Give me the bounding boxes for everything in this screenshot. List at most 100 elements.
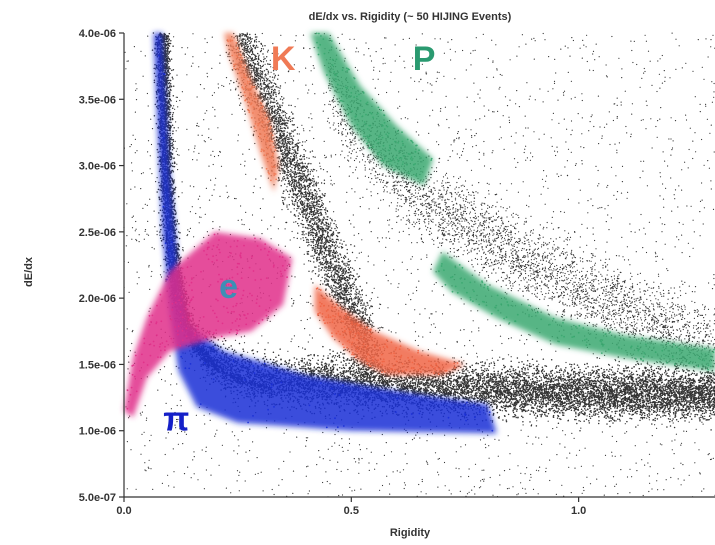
scatter-point <box>304 348 306 350</box>
scatter-point <box>467 97 468 98</box>
scatter-point <box>642 247 643 248</box>
scatter-point <box>646 442 647 443</box>
scatter-point <box>368 48 369 49</box>
scatter-point <box>395 44 396 45</box>
scatter-point <box>476 37 477 38</box>
scatter-point <box>430 83 431 84</box>
scatter-point <box>672 449 673 450</box>
scatter-point <box>659 74 660 75</box>
scatter-point <box>131 162 132 163</box>
scatter-point <box>656 428 657 429</box>
scatter-point <box>609 144 610 145</box>
scatter-point <box>358 473 359 474</box>
scatter-point <box>253 353 255 355</box>
scatter-point <box>433 187 434 188</box>
scatter-point <box>291 338 292 339</box>
scatter-point <box>396 222 397 223</box>
scatter-point <box>295 106 296 107</box>
scatter-point <box>578 179 579 180</box>
scatter-point <box>351 490 352 491</box>
scatter-point <box>404 488 405 489</box>
scatter-point <box>699 472 700 473</box>
scatter-point <box>205 214 206 215</box>
scatter-point <box>238 475 239 476</box>
scatter-point <box>689 312 690 313</box>
scatter-point <box>402 262 403 263</box>
scatter-point <box>579 399 581 401</box>
scatter-point <box>479 97 480 98</box>
scatter-point <box>278 354 280 356</box>
scatter-point <box>368 177 369 178</box>
scatter-point <box>487 359 488 360</box>
scatter-point <box>358 233 359 234</box>
scatter-point <box>206 110 207 111</box>
scatter-point <box>450 49 451 50</box>
scatter-point <box>159 231 160 232</box>
scatter-point <box>708 56 709 57</box>
scatter-point <box>617 493 618 494</box>
scatter-point <box>215 178 216 179</box>
scatter-point <box>345 58 346 59</box>
scatter-point <box>520 482 521 483</box>
scatter-point <box>274 494 275 495</box>
scatter-point <box>178 127 179 128</box>
scatter-point <box>432 110 433 111</box>
scatter-point <box>242 431 243 432</box>
scatter-point <box>560 211 561 212</box>
scatter-point <box>237 470 238 471</box>
scatter-point <box>295 366 297 368</box>
scatter-point <box>538 308 539 309</box>
scatter-point <box>325 471 326 472</box>
scatter-point <box>148 235 149 236</box>
scatter-point <box>525 488 526 489</box>
scatter-point <box>650 118 651 119</box>
scatter-point <box>199 196 200 197</box>
scatter-point <box>464 303 465 304</box>
scatter-point <box>306 157 307 158</box>
scatter-point <box>282 152 283 153</box>
scatter-point <box>470 310 471 311</box>
scatter-point <box>429 317 430 318</box>
scatter-point <box>517 465 518 466</box>
scatter-point <box>568 403 570 405</box>
scatter-point <box>284 364 285 365</box>
scatter-point <box>556 494 557 495</box>
scatter-point <box>404 67 405 68</box>
scatter-point <box>437 487 438 488</box>
scatter-point <box>146 234 147 235</box>
scatter-point <box>656 241 657 242</box>
scatter-point <box>509 120 510 121</box>
scatter-point <box>212 221 213 222</box>
scatter-point <box>192 206 193 207</box>
scatter-point <box>560 49 561 50</box>
scatter-point <box>145 204 146 205</box>
scatter-point <box>306 466 307 467</box>
scatter-point <box>129 292 130 293</box>
scatter-point <box>500 183 501 184</box>
scatter-point <box>609 259 610 260</box>
scatter-point <box>635 445 636 446</box>
scatter-point <box>306 368 308 370</box>
scatter-point <box>336 226 337 227</box>
scatter-point <box>605 417 607 419</box>
scatter-point <box>213 189 214 190</box>
scatter-point <box>670 287 671 288</box>
scatter-point <box>186 129 187 130</box>
scatter-point <box>511 356 512 357</box>
scatter-point <box>452 395 454 397</box>
scatter-point <box>646 41 647 42</box>
scatter-point <box>641 78 642 79</box>
scatter-point <box>606 242 607 243</box>
scatter-point <box>651 85 652 86</box>
scatter-point <box>149 199 150 200</box>
scatter-point <box>500 126 501 127</box>
scatter-point <box>656 91 657 92</box>
scatter-point <box>306 302 307 303</box>
scatter-point <box>413 385 415 387</box>
scatter-point <box>287 351 288 352</box>
scatter-point <box>444 202 445 203</box>
scatter-point <box>419 437 420 438</box>
scatter-point <box>279 137 280 138</box>
scatter-point <box>323 169 324 170</box>
scatter-point <box>414 81 415 82</box>
